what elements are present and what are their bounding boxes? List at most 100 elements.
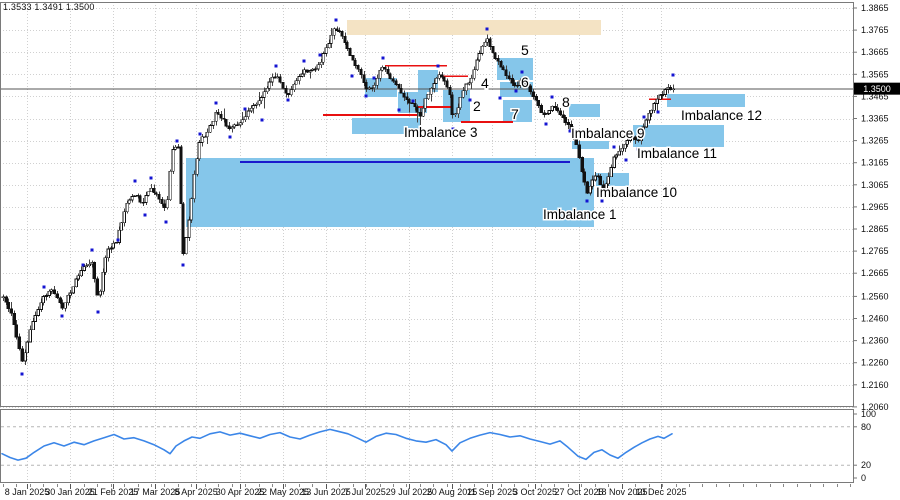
- imbalance-zone-10[interactable]: [596, 173, 629, 186]
- candle-body: [458, 96, 462, 109]
- fractal-dot[interactable]: [116, 238, 120, 242]
- candle-body: [28, 329, 32, 343]
- fractal-dot[interactable]: [514, 89, 518, 93]
- fractal-dot[interactable]: [243, 107, 247, 111]
- fractal-dot[interactable]: [568, 129, 572, 133]
- fractal-dot[interactable]: [656, 110, 660, 114]
- fractal-dot[interactable]: [381, 56, 385, 60]
- candle-body: [157, 193, 161, 200]
- imbalance-zone-8[interactable]: [569, 103, 600, 117]
- candle-body: [450, 94, 454, 116]
- current-price-label: [854, 82, 900, 95]
- fractal-dot[interactable]: [411, 99, 415, 103]
- fractal-dot[interactable]: [20, 372, 24, 376]
- date-tick-label: 13 Jun 2025: [301, 487, 351, 497]
- candle-body: [179, 146, 183, 205]
- fractal-dot[interactable]: [350, 74, 354, 78]
- fractal-dot[interactable]: [228, 135, 232, 139]
- fractal-dot[interactable]: [636, 147, 640, 151]
- fractal-dot[interactable]: [485, 27, 489, 31]
- indicator-axis-label: 20: [861, 460, 871, 470]
- zone-number-label[interactable]: 8: [561, 93, 572, 112]
- candle-body: [319, 61, 323, 66]
- candle-body: [588, 185, 592, 194]
- candle-body: [219, 113, 223, 119]
- fractal-dot[interactable]: [364, 94, 368, 98]
- fractal-dot[interactable]: [372, 76, 376, 80]
- fractal-dot[interactable]: [520, 70, 524, 74]
- imbalance-label[interactable]: Imbalance 11: [636, 145, 719, 163]
- imbalance-zone-3[interactable]: [352, 118, 420, 134]
- fractal-dot[interactable]: [175, 139, 179, 143]
- candle-body: [620, 147, 624, 152]
- imbalance-zone-7[interactable]: [503, 99, 532, 123]
- fractal-dot[interactable]: [164, 220, 168, 224]
- candle-body: [528, 85, 532, 93]
- fractal-dot[interactable]: [671, 73, 675, 77]
- fractal-dot[interactable]: [550, 95, 554, 99]
- fractal-dot[interactable]: [274, 64, 278, 68]
- candle-body: [292, 84, 296, 91]
- candle-body: [31, 321, 35, 331]
- zone-number-label[interactable]: 6: [520, 73, 531, 92]
- fractal-dot[interactable]: [612, 145, 616, 149]
- fractal-dot[interactable]: [198, 132, 202, 136]
- fractal-dot[interactable]: [133, 179, 137, 183]
- imbalance-label[interactable]: Imbalance 10: [595, 184, 679, 202]
- candle-body: [536, 100, 540, 106]
- price-axis-label: 1.3365: [861, 114, 889, 124]
- zone-number-label[interactable]: 7: [510, 105, 521, 124]
- supply-zone-tan[interactable]: [347, 19, 601, 35]
- candle-body: [410, 102, 414, 105]
- imbalance-zone-9[interactable]: [572, 141, 609, 149]
- imbalance-label[interactable]: Imbalance 9: [570, 125, 647, 143]
- fractal-dot[interactable]: [318, 53, 322, 57]
- fractal-dot[interactable]: [585, 199, 589, 203]
- fractal-dot[interactable]: [81, 263, 85, 267]
- fractal-dot[interactable]: [642, 115, 646, 119]
- imbalance-zone-d[interactable]: [443, 89, 470, 123]
- fractal-dot[interactable]: [260, 118, 264, 122]
- fractal-dot[interactable]: [302, 59, 306, 63]
- candle-body: [383, 66, 387, 70]
- fractal-dot[interactable]: [600, 199, 604, 203]
- candle-body: [582, 171, 586, 183]
- imbalance-label[interactable]: Imbalance 12: [680, 107, 764, 125]
- imbalance-zone-12[interactable]: [667, 93, 745, 108]
- fractal-dot[interactable]: [397, 108, 401, 112]
- date-tick-label: 22 May 2025: [257, 487, 309, 497]
- fractal-dot[interactable]: [498, 96, 502, 100]
- zone-number-label[interactable]: 5: [520, 41, 531, 60]
- candle-body: [240, 119, 244, 124]
- fractal-dot[interactable]: [214, 101, 218, 105]
- fractal-dot[interactable]: [42, 285, 46, 289]
- candle-body: [316, 64, 320, 70]
- fractal-dot[interactable]: [468, 98, 472, 102]
- imbalance-zone-2[interactable]: [470, 89, 505, 121]
- fractal-dot[interactable]: [90, 248, 94, 252]
- fractal-dot[interactable]: [418, 125, 422, 129]
- fractal-dot[interactable]: [624, 158, 628, 162]
- fractal-dot[interactable]: [334, 18, 338, 22]
- fractal-dot[interactable]: [143, 213, 147, 217]
- fractal-dot[interactable]: [451, 127, 455, 131]
- zone-number-label[interactable]: 4: [480, 74, 491, 93]
- candle-body: [388, 73, 392, 80]
- imbalance-label[interactable]: Imbalance 1: [542, 206, 619, 224]
- fractal-dot[interactable]: [286, 98, 290, 102]
- imbalance-zone-1[interactable]: [186, 158, 594, 228]
- fractal-dot[interactable]: [60, 314, 64, 318]
- fractal-dot[interactable]: [436, 64, 440, 68]
- fractal-dot[interactable]: [149, 176, 153, 180]
- date-tick-label: 7 Jul 2025: [344, 487, 386, 497]
- candle-body: [604, 183, 608, 190]
- fractal-dot[interactable]: [544, 122, 548, 126]
- fractal-dot[interactable]: [96, 310, 100, 314]
- zone-number-label[interactable]: 2: [472, 97, 483, 116]
- imbalance-label[interactable]: Imbalance 3: [403, 124, 480, 142]
- imbalance-zone-11[interactable]: [633, 124, 724, 148]
- imbalance-zone-a[interactable]: [365, 78, 397, 98]
- candle-body: [294, 80, 298, 85]
- fractal-dot[interactable]: [181, 263, 185, 267]
